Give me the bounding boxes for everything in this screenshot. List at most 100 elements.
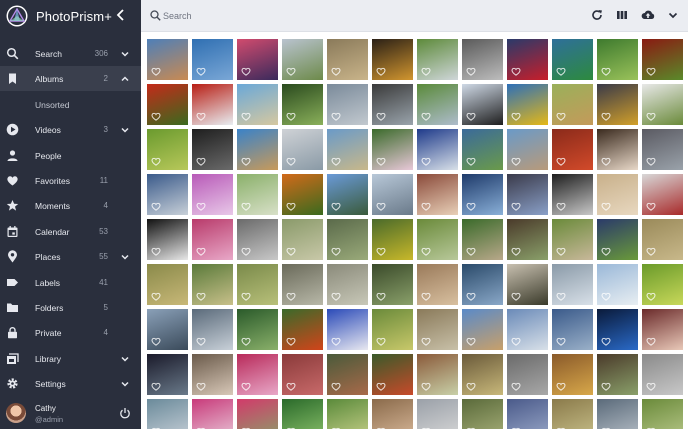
photo-thumbnail[interactable] — [147, 39, 188, 80]
favorite-heart-icon[interactable] — [196, 292, 206, 301]
favorite-heart-icon[interactable] — [241, 112, 251, 121]
photo-thumbnail[interactable] — [282, 219, 323, 260]
sidebar-item-places[interactable]: Places 55 — [0, 244, 141, 269]
favorite-heart-icon[interactable] — [151, 157, 161, 166]
favorite-heart-icon[interactable] — [556, 202, 566, 211]
photo-thumbnail[interactable] — [417, 309, 458, 350]
favorite-heart-icon[interactable] — [511, 67, 521, 76]
photo-thumbnail[interactable] — [192, 39, 233, 80]
favorite-heart-icon[interactable] — [151, 202, 161, 211]
photo-thumbnail[interactable] — [417, 84, 458, 125]
favorite-heart-icon[interactable] — [331, 157, 341, 166]
photo-thumbnail[interactable] — [282, 39, 323, 80]
photo-thumbnail[interactable] — [327, 264, 368, 305]
photo-thumbnail[interactable] — [462, 354, 503, 395]
favorite-heart-icon[interactable] — [421, 157, 431, 166]
favorite-heart-icon[interactable] — [331, 382, 341, 391]
photo-thumbnail[interactable] — [507, 84, 548, 125]
photo-thumbnail[interactable] — [507, 129, 548, 170]
favorite-heart-icon[interactable] — [601, 337, 611, 346]
photo-thumbnail[interactable] — [192, 309, 233, 350]
favorite-heart-icon[interactable] — [331, 112, 341, 121]
photoprism-logo-icon[interactable] — [6, 5, 28, 27]
favorite-heart-icon[interactable] — [241, 157, 251, 166]
photo-thumbnail[interactable] — [597, 39, 638, 80]
favorite-heart-icon[interactable] — [421, 382, 431, 391]
favorite-heart-icon[interactable] — [376, 112, 386, 121]
photo-thumbnail[interactable] — [462, 84, 503, 125]
favorite-heart-icon[interactable] — [556, 382, 566, 391]
sidebar-item-settings[interactable]: Settings — [0, 371, 141, 396]
favorite-heart-icon[interactable] — [466, 157, 476, 166]
photo-thumbnail[interactable] — [147, 264, 188, 305]
favorite-heart-icon[interactable] — [241, 382, 251, 391]
favorite-heart-icon[interactable] — [196, 202, 206, 211]
favorite-heart-icon[interactable] — [241, 337, 251, 346]
photo-thumbnail[interactable] — [372, 39, 413, 80]
photo-thumbnail[interactable] — [417, 264, 458, 305]
photo-thumbnail[interactable] — [597, 174, 638, 215]
sidebar-item-search[interactable]: Search 306 — [0, 41, 141, 66]
favorite-heart-icon[interactable] — [646, 382, 656, 391]
photo-thumbnail[interactable] — [462, 219, 503, 260]
photo-thumbnail[interactable] — [642, 174, 683, 215]
favorite-heart-icon[interactable] — [601, 67, 611, 76]
favorite-heart-icon[interactable] — [601, 157, 611, 166]
photo-thumbnail[interactable] — [597, 84, 638, 125]
favorite-heart-icon[interactable] — [601, 247, 611, 256]
photo-thumbnail[interactable] — [642, 264, 683, 305]
photo-thumbnail[interactable] — [282, 129, 323, 170]
favorite-heart-icon[interactable] — [376, 247, 386, 256]
favorite-heart-icon[interactable] — [241, 67, 251, 76]
favorite-heart-icon[interactable] — [466, 112, 476, 121]
photo-thumbnail[interactable] — [597, 129, 638, 170]
favorite-heart-icon[interactable] — [286, 337, 296, 346]
favorite-heart-icon[interactable] — [376, 292, 386, 301]
photo-thumbnail[interactable] — [237, 264, 278, 305]
favorite-heart-icon[interactable] — [376, 382, 386, 391]
photo-thumbnail[interactable] — [237, 399, 278, 429]
chevron-down-icon[interactable] — [120, 354, 130, 364]
favorite-heart-icon[interactable] — [556, 292, 566, 301]
favorite-heart-icon[interactable] — [466, 247, 476, 256]
photo-thumbnail[interactable] — [507, 264, 548, 305]
photo-thumbnail[interactable] — [147, 219, 188, 260]
favorite-heart-icon[interactable] — [466, 337, 476, 346]
user-panel[interactable]: Cathy @admin — [0, 398, 141, 429]
favorite-heart-icon[interactable] — [601, 202, 611, 211]
photo-thumbnail[interactable] — [282, 84, 323, 125]
photo-thumbnail[interactable] — [372, 219, 413, 260]
photo-thumbnail[interactable] — [147, 309, 188, 350]
favorite-heart-icon[interactable] — [511, 337, 521, 346]
favorite-heart-icon[interactable] — [466, 67, 476, 76]
photo-thumbnail[interactable] — [597, 399, 638, 429]
photo-thumbnail[interactable] — [462, 264, 503, 305]
favorite-heart-icon[interactable] — [556, 112, 566, 121]
photo-thumbnail[interactable] — [597, 354, 638, 395]
chevron-down-icon[interactable] — [666, 8, 680, 22]
photo-thumbnail[interactable] — [462, 399, 503, 429]
favorite-heart-icon[interactable] — [601, 112, 611, 121]
favorite-heart-icon[interactable] — [286, 382, 296, 391]
chevron-down-icon[interactable] — [120, 125, 130, 135]
favorite-heart-icon[interactable] — [511, 202, 521, 211]
favorite-heart-icon[interactable] — [646, 247, 656, 256]
favorite-heart-icon[interactable] — [376, 202, 386, 211]
collapse-sidebar-icon[interactable] — [113, 6, 129, 24]
favorite-heart-icon[interactable] — [286, 157, 296, 166]
favorite-heart-icon[interactable] — [556, 157, 566, 166]
upload-icon[interactable] — [641, 8, 655, 22]
sidebar-item-calendar[interactable]: Calendar 53 — [0, 219, 141, 244]
photo-thumbnail[interactable] — [507, 354, 548, 395]
photo-thumbnail[interactable] — [327, 174, 368, 215]
favorite-heart-icon[interactable] — [241, 292, 251, 301]
favorite-heart-icon[interactable] — [196, 247, 206, 256]
favorite-heart-icon[interactable] — [421, 337, 431, 346]
photo-thumbnail[interactable] — [372, 354, 413, 395]
photo-thumbnail[interactable] — [462, 309, 503, 350]
favorite-heart-icon[interactable] — [511, 292, 521, 301]
favorite-heart-icon[interactable] — [511, 382, 521, 391]
photo-thumbnail[interactable] — [147, 129, 188, 170]
chevron-down-icon[interactable] — [120, 252, 130, 262]
photo-thumbnail[interactable] — [507, 219, 548, 260]
